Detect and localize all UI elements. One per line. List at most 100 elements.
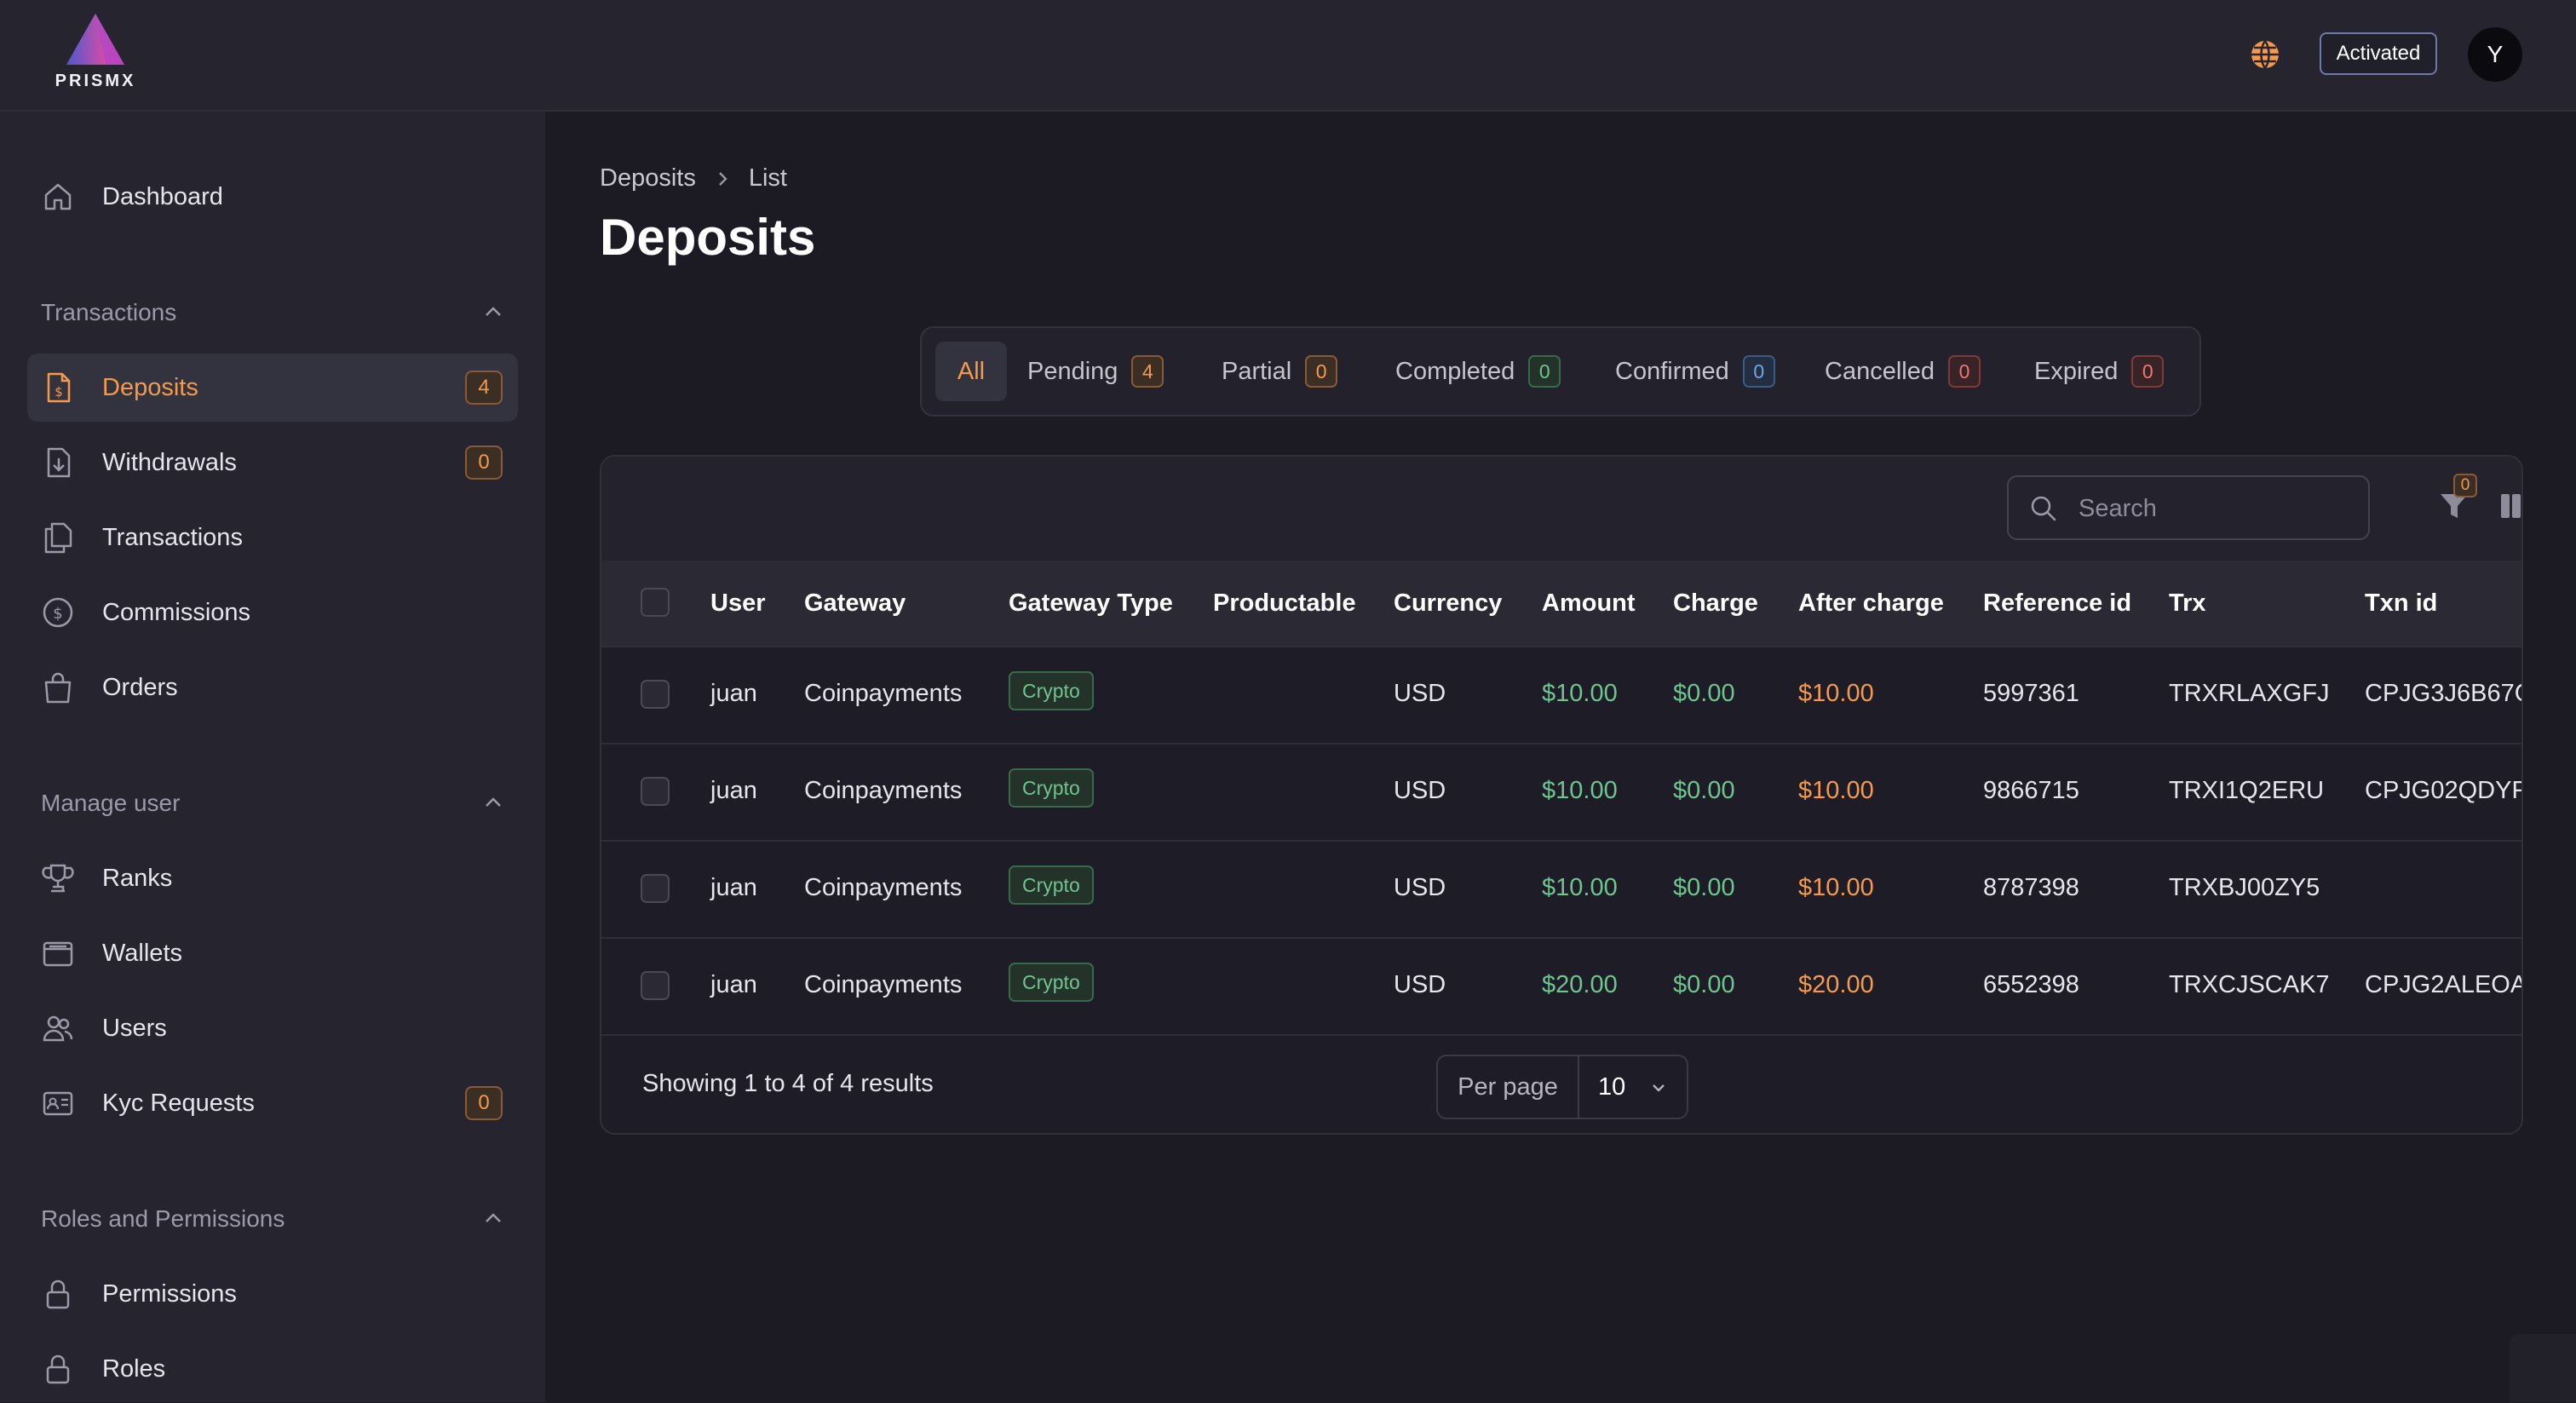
sidebar-item-users[interactable]: Users	[27, 994, 518, 1062]
sidebar-item-label: Ranks	[102, 864, 173, 892]
sidebar-item-label: Withdrawals	[102, 448, 237, 476]
tab-label: Expired	[2034, 357, 2119, 385]
per-page-value: 10	[1598, 1072, 1626, 1101]
cell-after-charge: $10.00	[1798, 874, 1874, 901]
row-checkbox[interactable]	[641, 971, 670, 1000]
cell-charge: $0.00	[1673, 777, 1735, 804]
sidebar-item-commissions[interactable]: $ Commissions	[27, 578, 518, 647]
cell-gateway: Coinpayments	[804, 874, 963, 901]
chevron-up-icon	[486, 307, 501, 316]
tab-completed[interactable]: Completed 0	[1395, 342, 1561, 401]
table-footer: Showing 1 to 4 of 4 results Per page 10	[601, 1034, 2521, 1133]
sidebar-item-label: Roles	[102, 1354, 166, 1383]
sidebar-item-deposits[interactable]: $ Deposits 4	[27, 354, 518, 422]
column-header-amount[interactable]: Amount	[1542, 589, 1636, 617]
table-row[interactable]: juan Coinpayments Crypto USD $10.00 $0.0…	[601, 646, 2521, 743]
prism-logo-icon	[66, 14, 124, 65]
column-header-gateway-type[interactable]: Gateway Type	[1009, 589, 1173, 617]
tab-label: Confirmed	[1615, 357, 1729, 385]
sidebar-item-label: Wallets	[102, 939, 182, 967]
sidebar-item-roles[interactable]: Roles	[27, 1335, 518, 1403]
cell-currency: USD	[1394, 874, 1446, 901]
column-header-charge[interactable]: Charge	[1673, 589, 1758, 617]
tab-label: All	[957, 357, 986, 385]
cell-charge: $0.00	[1673, 874, 1735, 901]
cell-currency: USD	[1394, 971, 1446, 998]
cell-amount: $10.00	[1542, 874, 1618, 901]
sidebar-item-ranks[interactable]: Ranks	[27, 844, 518, 912]
sidebar-section-roles-permissions[interactable]: Roles and Permissions	[41, 1202, 504, 1236]
filter-icon[interactable]	[2437, 489, 2471, 523]
brand-logo[interactable]: PRISMX	[53, 12, 138, 97]
sidebar-item-wallets[interactable]: Wallets	[27, 919, 518, 987]
tab-count-badge: 0	[1528, 355, 1561, 388]
tab-expired[interactable]: Expired 0	[2034, 342, 2165, 401]
results-summary: Showing 1 to 4 of 4 results	[642, 1070, 934, 1097]
table-row[interactable]: juan Coinpayments Crypto USD $10.00 $0.0…	[601, 840, 2521, 937]
column-header-txn-id[interactable]: Txn id	[2365, 589, 2438, 617]
column-header-productable[interactable]: Productable	[1213, 589, 1356, 617]
column-header-currency[interactable]: Currency	[1394, 589, 1503, 617]
trophy-icon	[42, 864, 74, 893]
tab-label: Cancelled	[1825, 357, 1935, 385]
tab-partial[interactable]: Partial 0	[1222, 342, 1338, 401]
main-content: Deposits List Deposits All Pending 4 Par…	[545, 112, 2576, 1402]
sidebar-item-withdrawals[interactable]: Withdrawals 0	[27, 428, 518, 497]
tab-cancelled[interactable]: Cancelled 0	[1825, 342, 1981, 401]
row-checkbox[interactable]	[641, 777, 670, 806]
activation-status-badge[interactable]: Activated	[2320, 32, 2437, 75]
sidebar-item-transactions[interactable]: Transactions	[27, 503, 518, 572]
sidebar-item-label: Users	[102, 1014, 167, 1042]
breadcrumb-deposits[interactable]: Deposits	[600, 164, 696, 192]
download-document-icon	[47, 447, 71, 478]
sidebar-section-manage-user[interactable]: Manage user	[41, 786, 504, 820]
table-row[interactable]: juan Coinpayments Crypto USD $20.00 $0.0…	[601, 937, 2521, 1034]
search-input[interactable]	[2077, 477, 2353, 540]
column-header-trx[interactable]: Trx	[2169, 589, 2206, 617]
cell-user: juan	[710, 777, 757, 804]
sidebar-item-dashboard[interactable]: Dashboard	[27, 163, 518, 231]
top-bar: PRISMX Activated Y	[0, 0, 2576, 112]
table-row[interactable]: juan Coinpayments Crypto USD $10.00 $0.0…	[601, 743, 2523, 840]
wallet-icon	[43, 941, 73, 967]
columns-icon[interactable]	[2499, 491, 2523, 521]
cell-charge: $0.00	[1673, 680, 1735, 707]
tab-pending[interactable]: Pending 4	[1027, 342, 1164, 401]
chevron-down-icon	[1653, 1084, 1665, 1092]
search-box[interactable]	[2007, 475, 2370, 540]
cell-charge: $0.00	[1673, 971, 1735, 998]
user-avatar[interactable]: Y	[2468, 27, 2522, 82]
documents-icon	[44, 522, 72, 554]
sidebar-item-kyc-requests[interactable]: Kyc Requests 0	[27, 1069, 518, 1137]
sidebar-item-orders[interactable]: Orders	[27, 653, 518, 722]
sidebar-section-transactions[interactable]: Transactions	[41, 296, 504, 330]
corner-panel-handle[interactable]	[2510, 1334, 2576, 1402]
cell-reference-id: 8787398	[1983, 874, 2079, 901]
sidebar-item-permissions[interactable]: Permissions	[27, 1260, 518, 1328]
language-globe-icon[interactable]	[2249, 38, 2281, 71]
row-checkbox[interactable]	[641, 680, 670, 709]
tab-all[interactable]: All	[935, 342, 1007, 401]
section-title: Roles and Permissions	[41, 1205, 285, 1232]
sidebar-item-label: Permissions	[102, 1279, 237, 1308]
sidebar-item-label: Commissions	[102, 598, 251, 626]
column-header-after-charge[interactable]: After charge	[1798, 589, 1944, 617]
row-checkbox[interactable]	[641, 874, 670, 903]
tab-label: Pending	[1027, 357, 1118, 385]
count-badge: 4	[465, 371, 503, 405]
breadcrumb-list: List	[748, 164, 787, 192]
cell-trx: TRXBJ00ZY5	[2169, 874, 2320, 901]
cell-currency: USD	[1394, 777, 1446, 804]
cell-gateway: Coinpayments	[804, 777, 963, 804]
table-header: User Gateway Gateway Type Productable Cu…	[601, 561, 2521, 646]
per-page-dropdown[interactable]: 10	[1579, 1056, 1687, 1118]
column-header-gateway[interactable]: Gateway	[804, 589, 906, 617]
select-all-checkbox[interactable]	[641, 588, 670, 617]
column-header-reference-id[interactable]: Reference id	[1983, 589, 2132, 617]
column-header-user[interactable]: User	[710, 589, 766, 617]
section-title: Manage user	[41, 790, 181, 816]
per-page-select[interactable]: Per page 10	[1436, 1055, 1688, 1119]
tab-confirmed[interactable]: Confirmed 0	[1615, 342, 1775, 401]
cell-after-charge: $10.00	[1798, 777, 1874, 804]
cell-txn-id: CPJG02QDYF	[2365, 777, 2523, 804]
